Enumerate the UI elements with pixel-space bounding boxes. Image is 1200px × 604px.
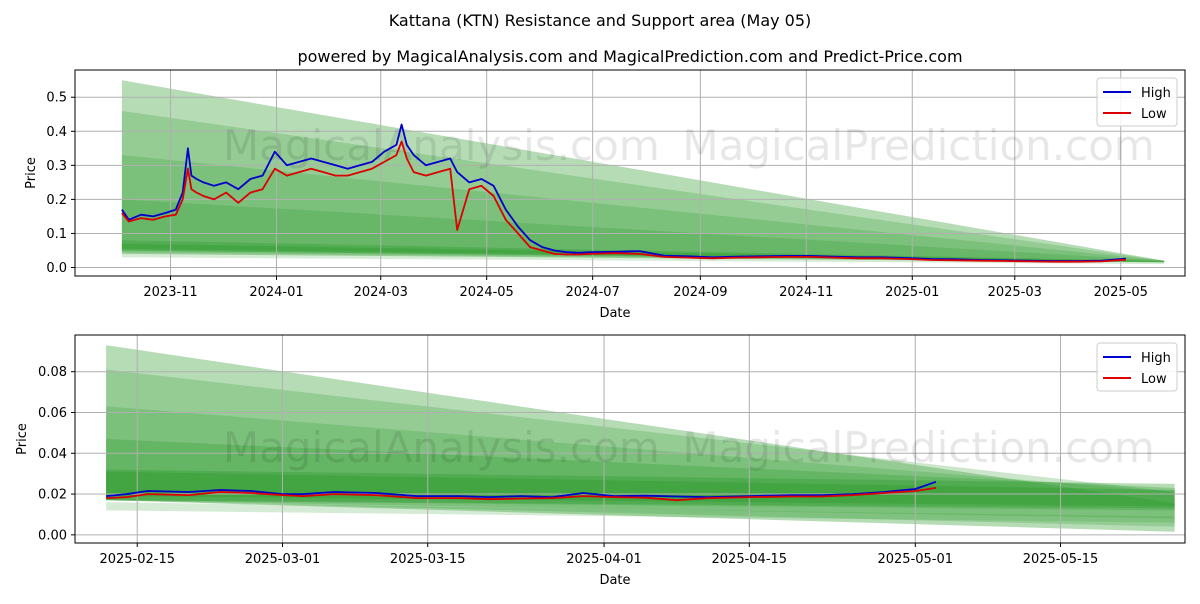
x-tick-label: 2023-11 (143, 285, 197, 300)
y-tick-label: 0.3 (46, 159, 67, 174)
x-tick-label: 2024-01 (249, 285, 303, 300)
y-tick-label: 0.1 (46, 227, 67, 242)
legend: High Low (1096, 342, 1178, 392)
x-tick-label: 2025-04-01 (566, 552, 642, 567)
chart-title: Kattana (KTN) Resistance and Support are… (389, 11, 812, 30)
watermark-text: MagicalPrediction.com (682, 121, 1155, 170)
band-area (121, 80, 1165, 263)
y-tick-label: 0.08 (38, 365, 67, 380)
legend-label-low: Low (1141, 372, 1167, 387)
band-area (121, 155, 1165, 263)
plot-frame (74, 334, 1186, 544)
x-tick-label: 2024-07 (565, 285, 619, 300)
x-tick-label: 2025-03 (988, 285, 1042, 300)
x-tick-label: 2025-04-15 (712, 552, 788, 567)
y-tick-label: 0.00 (38, 528, 67, 543)
series-lines (121, 123, 1126, 263)
plot-frame (74, 69, 1186, 277)
top-panel: 2023-11 2024-01 2024-03 2024-05 2024-07 2024-… (24, 69, 1186, 321)
x-tick-label: 2025-05-01 (877, 552, 953, 567)
x-tick-label: 2024-11 (779, 285, 833, 300)
x-tick-label: 2024-05 (460, 285, 514, 300)
legend-label-high: High (1141, 351, 1171, 366)
series-line-high (121, 123, 1126, 262)
y-tick-label: 0.5 (46, 91, 67, 106)
grid (75, 335, 1185, 543)
watermark-text: MagicalAnalysis.com (223, 423, 660, 472)
x-tick-label: 2024-09 (673, 285, 727, 300)
x-tick-label: 2025-05-15 (1023, 552, 1099, 567)
band-area (106, 345, 1175, 532)
y-tick-label: 0.4 (46, 125, 67, 140)
y-axis-label: Price (15, 423, 30, 455)
series-line-high (106, 480, 937, 499)
y-tick-label: 0.06 (38, 406, 67, 421)
legend-label-low: Low (1141, 107, 1167, 122)
band-area (121, 110, 1165, 263)
y-tick-label: 0.02 (38, 488, 67, 503)
support-resistance-bands (121, 80, 1165, 265)
y-tick-label: 0.0 (46, 261, 67, 276)
band-area (106, 369, 1175, 527)
legend-label-high: High (1141, 86, 1171, 101)
legend: High Low (1096, 77, 1178, 127)
x-axis-label: Date (599, 306, 630, 321)
x-tick-label: 2025-05 (1094, 285, 1148, 300)
watermark-text: MagicalPrediction.com (682, 423, 1155, 472)
x-axis-label: Date (599, 573, 630, 588)
band-area (121, 253, 1165, 265)
x-tick-label: 2025-03-01 (245, 552, 321, 567)
y-tick-label: 0.04 (38, 447, 67, 462)
x-tick-label: 2024-03 (354, 285, 408, 300)
series-line-low (106, 487, 937, 502)
x-tick-label: 2025-03-15 (390, 552, 466, 567)
band-area (106, 471, 1175, 507)
chart-subtitle: powered by MagicalAnalysis.com and Magic… (297, 47, 962, 66)
y-axis-label: Price (24, 157, 39, 189)
grid (75, 70, 1185, 276)
band-area (106, 469, 1175, 509)
watermark-text: MagicalAnalysis.com (223, 121, 660, 170)
y-tick-label: 0.2 (46, 193, 67, 208)
bottom-panel: 2025-02-15 2025-03-01 2025-03-15 2025-04-01… (15, 334, 1186, 588)
band-area (121, 199, 1165, 263)
x-tick-label: 2025-02-15 (99, 552, 175, 567)
x-tick-label: 2025-01 (885, 285, 939, 300)
series-lines (106, 480, 937, 502)
series-line-low (121, 140, 1126, 263)
band-area (106, 502, 1175, 523)
